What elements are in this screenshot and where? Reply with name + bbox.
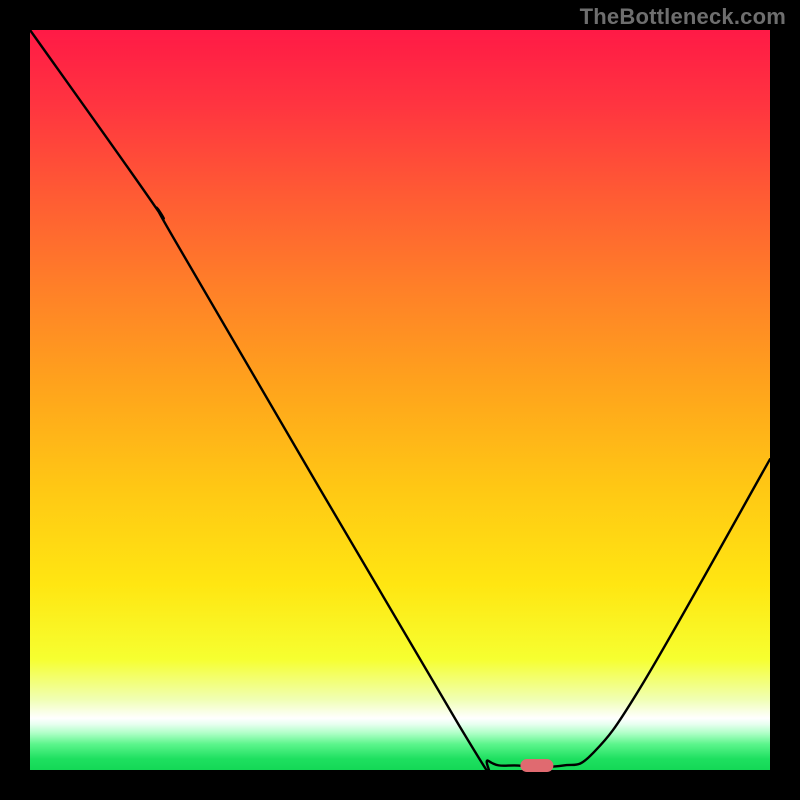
chart-stage: TheBottleneck.com: [0, 0, 800, 800]
optimal-marker: [521, 760, 553, 772]
plot-background: [30, 30, 770, 770]
watermark-text: TheBottleneck.com: [580, 4, 786, 30]
bottleneck-chart: [0, 0, 800, 800]
